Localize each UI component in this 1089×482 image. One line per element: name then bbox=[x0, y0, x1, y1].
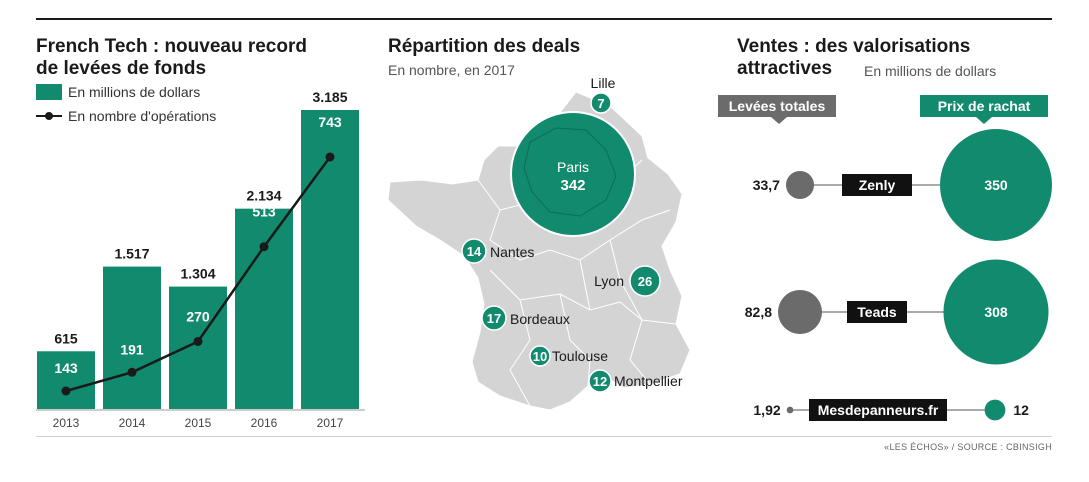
bar-value-label-2017: 3.185 bbox=[312, 89, 347, 105]
right-title: Ventes : des valorisations attractives bbox=[737, 36, 970, 80]
city-name-lille: Lille bbox=[591, 75, 616, 91]
raised-label-zenly: 33,7 bbox=[753, 177, 780, 193]
operations-label-2016: 513 bbox=[252, 204, 276, 220]
operations-point-2016 bbox=[259, 242, 269, 252]
legend-bar-label: En millions de dollars bbox=[68, 84, 201, 100]
price-label-mesdepanneursfr: 12 bbox=[1013, 402, 1029, 418]
legend-line: En nombre d'opérations bbox=[36, 108, 216, 124]
x-tick-label-2013: 2013 bbox=[53, 416, 80, 430]
company-name-mesdepanneursfr: Mesdepanneurs.fr bbox=[818, 402, 939, 418]
operations-label-2013: 143 bbox=[54, 360, 78, 376]
left-title-line1: French Tech : nouveau record bbox=[36, 36, 307, 57]
middle-subtitle: En nombre, en 2017 bbox=[388, 62, 515, 78]
operations-point-2014 bbox=[127, 367, 137, 377]
idf-outline bbox=[523, 127, 617, 217]
tag-left-pointer bbox=[771, 117, 787, 124]
valuation-chart: 33,7 350 Zenly 82,8 308 Teads 1,92 12 Mesdepanne… bbox=[745, 129, 1052, 421]
city-value-lille: 7 bbox=[597, 96, 604, 111]
city-name-lyon: Lyon bbox=[594, 273, 624, 289]
legend-line-label: En nombre d'opérations bbox=[68, 108, 217, 124]
tag-pointers bbox=[771, 117, 992, 124]
tag-right-pointer bbox=[976, 117, 992, 124]
operations-label-2015: 270 bbox=[186, 308, 210, 324]
company-name-teads: Teads bbox=[857, 304, 897, 320]
city-value-toulouse: 10 bbox=[533, 349, 547, 364]
operations-point-2015 bbox=[193, 336, 203, 346]
bar-value-label-2016: 2.134 bbox=[246, 188, 281, 204]
x-tick-label-2015: 2015 bbox=[185, 416, 212, 430]
bar-2013 bbox=[37, 351, 95, 409]
right-title-line1: Ventes : des valorisations bbox=[737, 36, 971, 57]
city-name-toulouse: Toulouse bbox=[552, 348, 608, 364]
company-tag-mesdepanneursfr bbox=[809, 399, 947, 421]
bar-chart: 615 2013 1.517 2014 1.304 2015 2.134 2016 3.185 2… bbox=[36, 89, 365, 430]
city-value-paris: 342 bbox=[560, 177, 585, 194]
operations-point-2013 bbox=[61, 386, 71, 396]
raised-bubble-zenly bbox=[785, 170, 815, 200]
price-bubble-teads bbox=[943, 259, 1049, 365]
city-bubble-montpellier bbox=[588, 369, 612, 393]
bottom-rule bbox=[36, 436, 1052, 437]
company-tag-zenly bbox=[842, 174, 912, 196]
right-title-line2: attractives bbox=[737, 58, 833, 79]
bar-2014 bbox=[103, 266, 161, 409]
operations-label-2014: 191 bbox=[120, 341, 144, 357]
legend-bars: En millions de dollars bbox=[36, 84, 200, 100]
top-rule bbox=[36, 18, 1052, 20]
price-label-zenly: 350 bbox=[984, 177, 1008, 193]
city-value-bordeaux: 17 bbox=[487, 311, 501, 326]
city-name-nantes: Nantes bbox=[490, 244, 534, 260]
x-tick-label-2017: 2017 bbox=[317, 416, 344, 430]
city-bubble-bordeaux bbox=[481, 305, 507, 331]
price-bubble-zenly bbox=[940, 129, 1052, 241]
city-name-montpellier: Montpellier bbox=[614, 373, 683, 389]
city-bubble-toulouse bbox=[529, 345, 551, 367]
left-title: French Tech : nouveau record de levées d… bbox=[36, 36, 307, 80]
operations-label-2017: 743 bbox=[318, 114, 342, 130]
france-map: 7 Lille Paris 342 14 Nantes 26 Lyon 17 Bordeaux 10… bbox=[387, 75, 691, 411]
city-value-montpellier: 12 bbox=[593, 374, 607, 389]
operations-point-2017 bbox=[325, 152, 335, 162]
x-tick-label-2016: 2016 bbox=[251, 416, 278, 430]
source-note: «LES ÉCHOS» / SOURCE : CBINSIGH bbox=[884, 442, 1052, 452]
tag-levees-totales: Levées totales bbox=[718, 95, 836, 117]
company-tag-teads bbox=[847, 301, 907, 323]
paris-bubble bbox=[510, 111, 636, 237]
city-name-bordeaux: Bordeaux bbox=[510, 311, 570, 327]
right-subtitle: En millions de dollars bbox=[864, 63, 997, 79]
city-name-paris: Paris bbox=[557, 159, 589, 175]
bar-value-label-2013: 615 bbox=[54, 330, 78, 346]
middle-title: Répartition des deals bbox=[388, 36, 581, 57]
raised-label-teads: 82,8 bbox=[745, 304, 772, 320]
city-bubble-lyon bbox=[629, 265, 661, 297]
bar-value-label-2014: 1.517 bbox=[114, 246, 149, 262]
city-bubble-lille bbox=[590, 92, 612, 114]
price-label-teads: 308 bbox=[984, 304, 1008, 320]
bar-2015 bbox=[169, 286, 227, 409]
bar-value-label-2015: 1.304 bbox=[180, 266, 215, 282]
legend-bar-swatch bbox=[36, 84, 62, 100]
city-bubble-nantes bbox=[461, 238, 487, 264]
city-value-nantes: 14 bbox=[467, 244, 482, 259]
left-title-line2: de levées de fonds bbox=[36, 58, 207, 79]
price-bubble-mesdepanneursfr bbox=[984, 399, 1006, 421]
tag-prix-de-rachat: Prix de rachat bbox=[920, 95, 1048, 117]
bar-2016 bbox=[235, 208, 293, 409]
company-name-zenly: Zenly bbox=[859, 177, 896, 193]
x-tick-label-2014: 2014 bbox=[119, 416, 146, 430]
raised-bubble-teads bbox=[778, 290, 822, 334]
city-value-lyon: 26 bbox=[638, 274, 652, 289]
raised-bubble-mesdepanneursfr bbox=[786, 406, 794, 414]
legend-line-swatch bbox=[36, 108, 62, 124]
raised-label-mesdepanneursfr: 1,92 bbox=[753, 402, 780, 418]
